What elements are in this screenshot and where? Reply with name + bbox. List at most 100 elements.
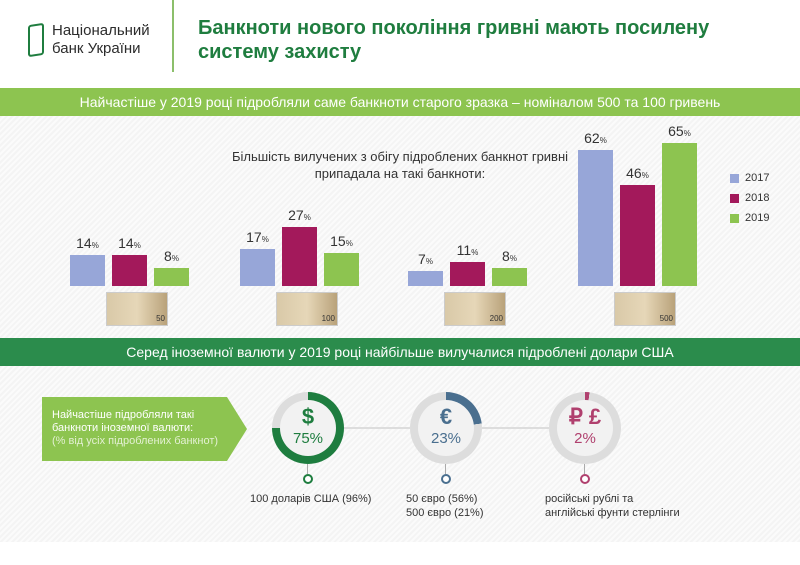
unit: % — [261, 234, 269, 244]
bar-2018-500 — [620, 184, 655, 286]
unit: % — [91, 241, 99, 251]
legend-swatch — [730, 193, 739, 203]
bar-2018-50 — [112, 255, 147, 286]
data-label: 27% — [277, 207, 322, 223]
value: 15 — [330, 233, 346, 249]
banknote-500: 500 — [614, 292, 676, 326]
foreign-intro: Найчастіше підробляли такі банкноти іноз… — [42, 397, 247, 461]
unit: % — [471, 247, 479, 257]
data-label: 46% — [615, 165, 660, 181]
pointer-dot — [303, 474, 313, 484]
bar-2017-500 — [578, 149, 613, 286]
banner-foreign: Серед іноземної валюти у 2019 році найбі… — [0, 338, 800, 366]
bar-2017-100 — [240, 248, 275, 286]
currency-icon: € — [439, 404, 453, 429]
logo-line2: банк України — [52, 40, 141, 57]
legend-label: 2018 — [745, 192, 770, 204]
banknote-100: 100 — [276, 292, 338, 326]
donut-center: €23% — [418, 400, 474, 456]
data-label: 15% — [319, 233, 364, 249]
bar-2018-200 — [450, 261, 485, 286]
pointer-dot — [580, 474, 590, 484]
currency-icon: $ — [301, 404, 315, 429]
data-label: 8% — [149, 248, 194, 264]
label-line1: 100 доларів США (96%) — [250, 493, 372, 505]
percent: 75% — [292, 430, 324, 447]
bar-2019-500 — [662, 143, 697, 286]
legend-swatch — [730, 173, 739, 183]
value: 11 — [456, 241, 472, 258]
denomination: 100 — [321, 314, 335, 323]
value: 17 — [246, 228, 262, 245]
value: 14 — [76, 235, 92, 252]
donut-1: €23% — [410, 392, 482, 464]
denomination: 500 — [659, 314, 673, 323]
value: 14 — [118, 235, 134, 252]
bar-2019-200 — [492, 268, 527, 286]
logo-text: Національний банк України — [52, 22, 150, 58]
value: 7 — [418, 250, 426, 267]
intro-text: Найчастіше підробляли такі банкноти іноз… — [52, 409, 195, 434]
banner-hryvnia: Найчастіше у 2019 році підробляли саме б… — [0, 88, 800, 116]
bar-2017-50 — [70, 255, 105, 286]
unit: % — [683, 129, 691, 138]
bar-2019-100 — [324, 253, 359, 286]
label-line1: 50 євро (56%) — [406, 493, 478, 505]
value: 62 — [584, 129, 600, 146]
currency-label: російські рублі та англійські фунти стерл… — [545, 492, 680, 520]
bar-2017-200 — [408, 270, 443, 286]
currency-label: 100 доларів США (96%) — [250, 492, 371, 506]
unit: % — [509, 254, 517, 264]
legend-item-2017: 2017 — [730, 172, 769, 184]
banknote-200: 200 — [444, 292, 506, 326]
legend-item-2018: 2018 — [730, 192, 769, 204]
unit: % — [303, 212, 311, 222]
data-label: 65% — [657, 123, 702, 139]
unit: % — [345, 239, 353, 248]
donut-2: ₽ £2% — [549, 392, 621, 464]
value: 46 — [626, 164, 642, 181]
data-label: 11% — [445, 242, 490, 258]
connector — [344, 427, 410, 429]
value: 8 — [502, 248, 510, 265]
data-label: 14% — [65, 235, 110, 251]
donut-center: ₽ £2% — [557, 400, 613, 456]
chart-title: Більшість вилучених з обігу підроблених … — [231, 149, 569, 181]
legend-item-2019: 2019 — [730, 212, 769, 224]
unit: % — [599, 135, 607, 145]
legend-label: 2019 — [745, 212, 770, 224]
pointer-line — [445, 464, 446, 474]
percent: 23% — [430, 430, 462, 447]
value: 8 — [164, 248, 172, 265]
unit: % — [171, 254, 179, 264]
divider — [172, 0, 174, 72]
unit: % — [425, 256, 433, 266]
currency-label: 50 євро (56%) 500 євро (21%) — [406, 492, 484, 520]
value: 27 — [288, 206, 304, 223]
donut-center: $75% — [280, 400, 336, 456]
unit: % — [641, 170, 649, 180]
donut-0: $75% — [272, 392, 344, 464]
banknote-50: 50 — [106, 292, 168, 326]
data-label: 17% — [235, 229, 280, 245]
bar-2018-100 — [282, 226, 317, 286]
percent: 2% — [574, 430, 596, 447]
data-label: 8% — [487, 248, 532, 264]
label-line1: російські рублі та — [545, 493, 634, 505]
value: 65 — [668, 123, 684, 139]
legend-swatch — [730, 213, 739, 223]
pointer-line — [584, 464, 585, 474]
denomination: 50 — [156, 314, 165, 323]
connector — [482, 427, 549, 429]
data-label: 62% — [573, 130, 618, 146]
logo — [28, 22, 44, 58]
logo-line1: Національний — [52, 22, 150, 39]
pointer-dot — [441, 474, 451, 484]
pointer-line — [307, 464, 308, 474]
data-label: 14% — [107, 235, 152, 251]
legend-label: 2017 — [745, 172, 770, 184]
currency-icon: ₽ £ — [568, 404, 602, 429]
intro-note: (% від усіх підроблених банкнот) — [52, 435, 219, 447]
denomination: 200 — [489, 314, 503, 323]
bar-2019-50 — [154, 268, 189, 286]
